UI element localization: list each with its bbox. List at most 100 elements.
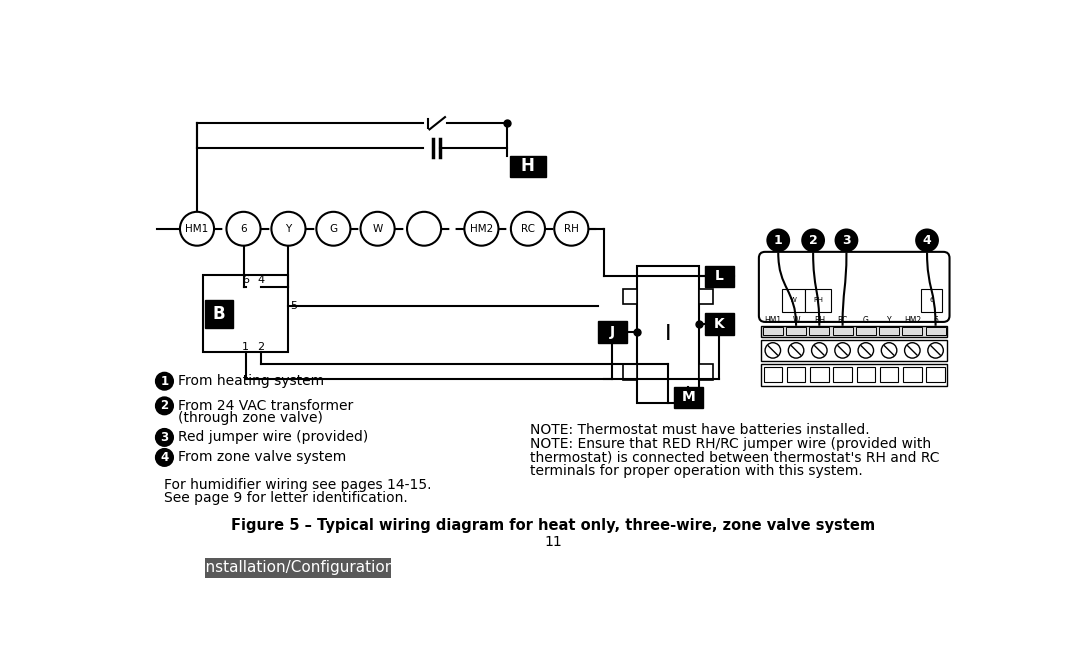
Circle shape (156, 429, 173, 446)
Bar (761, 364, 947, 386)
Text: I: I (665, 324, 672, 345)
Text: 6: 6 (242, 274, 249, 284)
Bar (903, 367, 921, 382)
Circle shape (180, 212, 214, 246)
Bar (623, 364, 637, 380)
Circle shape (156, 398, 173, 415)
Text: W: W (373, 224, 382, 234)
Circle shape (156, 373, 173, 390)
Bar (902, 328, 922, 335)
Text: 1: 1 (161, 375, 168, 388)
Bar (764, 367, 782, 382)
Text: 3: 3 (161, 431, 168, 444)
Circle shape (916, 229, 937, 251)
Text: RH: RH (813, 316, 825, 325)
Text: 1: 1 (774, 234, 783, 247)
Bar (809, 328, 829, 335)
Text: 2: 2 (809, 234, 818, 247)
Text: 11: 11 (544, 535, 563, 549)
Text: From heating system: From heating system (178, 374, 324, 388)
Text: Installation/Configuration: Installation/Configuration (201, 560, 394, 575)
Circle shape (836, 229, 858, 251)
Bar (510, 156, 545, 177)
Bar (786, 367, 806, 382)
Text: 1: 1 (242, 343, 249, 352)
Text: See page 9 for letter identification.: See page 9 for letter identification. (164, 491, 408, 505)
Text: 2: 2 (257, 343, 265, 352)
Text: thermostat) is connected between thermostat's RH and RC: thermostat) is connected between thermos… (530, 451, 940, 464)
Text: 6: 6 (930, 297, 934, 303)
Text: RH: RH (813, 297, 823, 303)
Circle shape (361, 212, 394, 246)
Circle shape (227, 212, 260, 246)
Circle shape (156, 449, 173, 466)
Text: RC: RC (521, 224, 535, 234)
Text: RC: RC (837, 316, 848, 325)
Text: Red jumper wire (provided): Red jumper wire (provided) (178, 430, 368, 445)
Bar (879, 328, 900, 335)
Bar (834, 367, 852, 382)
Bar (704, 314, 734, 335)
Bar (855, 328, 876, 335)
Bar (699, 289, 713, 304)
Bar (761, 326, 947, 337)
Text: For humidifier wiring see pages 14-15.: For humidifier wiring see pages 14-15. (164, 478, 432, 492)
Circle shape (554, 212, 589, 246)
FancyBboxPatch shape (759, 252, 949, 322)
Text: HM1: HM1 (186, 224, 208, 234)
Bar (926, 328, 946, 335)
Text: Y: Y (887, 316, 891, 325)
Text: (through zone valve): (through zone valve) (178, 411, 323, 425)
Text: NOTE: Ensure that RED RH/RC jumper wire (provided with: NOTE: Ensure that RED RH/RC jumper wire … (530, 437, 931, 451)
Bar (833, 328, 852, 335)
Text: G: G (329, 224, 337, 234)
Text: 3: 3 (842, 234, 851, 247)
Bar (699, 364, 713, 380)
Bar (674, 386, 703, 408)
Text: 6: 6 (240, 224, 247, 234)
Text: H: H (521, 157, 535, 176)
Text: HM2: HM2 (470, 224, 494, 234)
Bar (623, 289, 637, 304)
Circle shape (271, 212, 306, 246)
Text: 4: 4 (922, 234, 931, 247)
Bar (927, 367, 945, 382)
Circle shape (768, 229, 789, 251)
Circle shape (802, 229, 824, 251)
Bar (880, 367, 899, 382)
Text: 5: 5 (291, 301, 297, 310)
Text: 2: 2 (161, 400, 168, 413)
Bar (786, 328, 806, 335)
Text: From 24 VAC transformer: From 24 VAC transformer (178, 399, 353, 413)
Bar (761, 340, 947, 361)
Bar (704, 266, 734, 288)
Circle shape (464, 212, 499, 246)
Bar (205, 301, 232, 328)
Text: M: M (681, 390, 696, 404)
Bar (597, 321, 627, 343)
Bar (856, 367, 875, 382)
Text: G: G (863, 316, 868, 325)
Text: NOTE: Thermostat must have batteries installed.: NOTE: Thermostat must have batteries ins… (530, 422, 869, 437)
Text: K: K (714, 317, 725, 331)
Text: 6: 6 (933, 316, 939, 325)
Text: Figure 5 – Typical wiring diagram for heat only, three-wire, zone valve system: Figure 5 – Typical wiring diagram for he… (231, 517, 876, 533)
Bar (203, 275, 288, 352)
Text: L: L (715, 269, 724, 284)
Text: HM2: HM2 (904, 316, 921, 325)
Bar (637, 266, 699, 403)
Text: From zone valve system: From zone valve system (178, 451, 347, 464)
Circle shape (407, 212, 441, 246)
Text: W: W (793, 316, 800, 325)
Bar (810, 367, 828, 382)
Text: B: B (213, 305, 225, 323)
Text: Y: Y (285, 224, 292, 234)
Text: HM1: HM1 (765, 316, 782, 325)
Circle shape (511, 212, 545, 246)
Text: 4: 4 (257, 274, 265, 284)
Text: RH: RH (564, 224, 579, 234)
Text: J: J (610, 325, 615, 339)
Circle shape (316, 212, 350, 246)
Text: terminals for proper operation with this system.: terminals for proper operation with this… (530, 464, 863, 478)
Bar (205, 557, 391, 578)
